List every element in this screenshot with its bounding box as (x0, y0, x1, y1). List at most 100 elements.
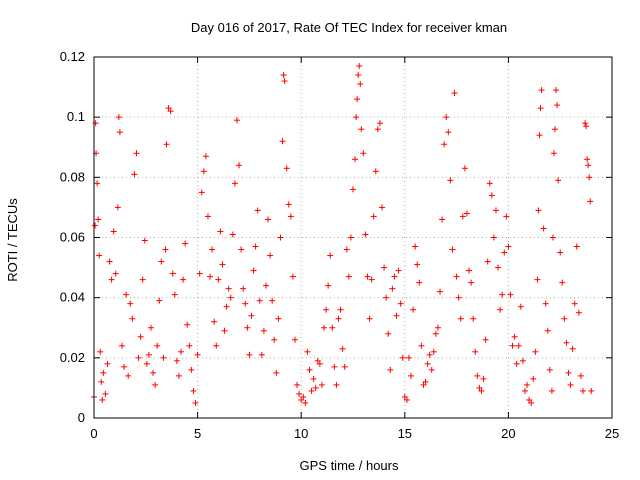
data-point (92, 222, 99, 229)
x-tick-label: 25 (605, 426, 619, 441)
data-point (129, 315, 136, 322)
data-point (143, 360, 150, 367)
data-point (283, 165, 290, 172)
data-point (445, 129, 452, 136)
data-point (588, 387, 595, 394)
x-tick-label: 20 (501, 426, 515, 441)
data-point (397, 300, 404, 307)
data-point (582, 120, 589, 127)
x-tick-label: 0 (90, 426, 97, 441)
data-point (233, 117, 240, 124)
data-point (184, 321, 191, 328)
data-point (490, 234, 497, 241)
data-point (535, 207, 542, 214)
data-point (499, 291, 506, 298)
data-point (252, 243, 259, 250)
data-point (211, 318, 218, 325)
data-point (585, 162, 592, 169)
data-point (561, 315, 568, 322)
x-tick-label: 10 (294, 426, 308, 441)
data-point (528, 399, 535, 406)
y-axis-label: ROTI / TECUs (5, 198, 20, 282)
data-point (196, 270, 203, 277)
data-point (265, 216, 272, 223)
data-point (424, 360, 431, 367)
y-tick-label: 0.04 (60, 290, 85, 305)
data-point (320, 324, 327, 331)
data-point (229, 231, 236, 238)
data-point (127, 300, 134, 307)
data-point (204, 213, 211, 220)
data-point (123, 291, 130, 298)
data-point (451, 90, 458, 97)
y-tick-label: 0 (78, 410, 85, 425)
data-point (160, 354, 167, 361)
data-point (180, 276, 187, 283)
data-point (277, 234, 284, 241)
data-point (198, 189, 205, 196)
data-point (497, 306, 504, 313)
data-point (300, 393, 307, 400)
data-point (209, 246, 216, 253)
data-point (254, 207, 261, 214)
data-point (449, 246, 456, 253)
data-point (420, 381, 427, 388)
data-point (118, 342, 125, 349)
data-point (178, 348, 185, 355)
data-point (308, 387, 315, 394)
data-point (287, 213, 294, 220)
data-point (567, 381, 574, 388)
data-point (145, 351, 152, 358)
data-point (115, 114, 122, 121)
data-point (501, 249, 508, 256)
data-point (262, 282, 269, 289)
data-point (410, 306, 417, 313)
data-point (306, 366, 313, 373)
data-point (114, 204, 121, 211)
data-point (186, 342, 193, 349)
y-tick-label: 0.1 (67, 109, 85, 124)
data-point (579, 387, 586, 394)
data-point (399, 354, 406, 361)
data-point (273, 369, 280, 376)
y-tick-label: 0.08 (60, 169, 85, 184)
data-point (457, 315, 464, 322)
data-point (573, 243, 580, 250)
data-point (557, 249, 564, 256)
data-point (200, 168, 207, 175)
data-point (534, 276, 541, 283)
data-point (223, 303, 230, 310)
data-point (248, 312, 255, 319)
data-point (152, 381, 159, 388)
data-point (329, 324, 336, 331)
data-point (194, 351, 201, 358)
axis-ticks: 0 5 10 15 20 25 0 0.02 0.04 0.06 0.08 0.1 0.12 (60, 49, 620, 441)
data-point (379, 204, 386, 211)
data-point (312, 384, 319, 391)
data-point (207, 273, 214, 280)
data-point (162, 246, 169, 253)
data-point (350, 186, 356, 193)
data-point (269, 297, 276, 304)
data-point (577, 372, 584, 379)
data-point (240, 285, 247, 292)
data-point (583, 123, 590, 130)
data-point (188, 366, 195, 373)
data-point (246, 351, 253, 358)
data-point (343, 246, 350, 253)
plot-area-border (93, 56, 613, 419)
data-point (484, 258, 491, 265)
data-point (550, 150, 557, 157)
data-point (238, 246, 245, 253)
data-point (540, 225, 547, 232)
data-point (339, 345, 346, 352)
data-point (536, 132, 543, 139)
data-point (352, 156, 359, 163)
data-point (135, 354, 142, 361)
data-point (221, 327, 228, 334)
data-point (385, 330, 392, 337)
data-point (133, 150, 140, 157)
data-point (453, 273, 460, 280)
data-point (434, 324, 441, 331)
data-point (231, 180, 238, 187)
